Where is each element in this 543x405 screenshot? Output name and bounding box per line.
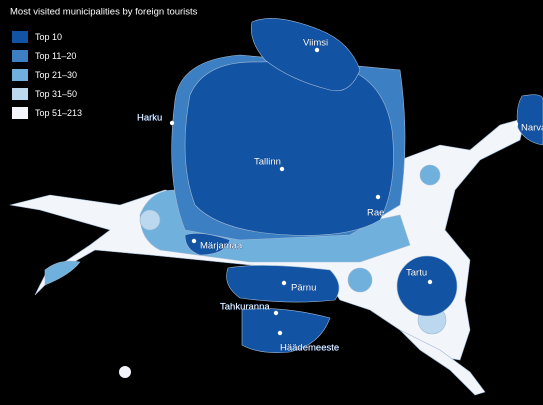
legend-label: Top 51–213 [35, 108, 82, 118]
place-dot [513, 121, 519, 127]
place-dot [191, 238, 197, 244]
place-dot [279, 166, 285, 172]
region [139, 209, 161, 231]
place-label: Tallinn [254, 157, 281, 168]
cartogram [9, 18, 543, 396]
legend-label: Top 11–20 [35, 51, 76, 61]
region [44, 260, 81, 286]
legend: Top 10 Top 11–20 Top 21–30 Top 31–50 Top 51–… [12, 31, 82, 119]
place-dot [273, 310, 279, 316]
place-dot [277, 330, 283, 336]
region-island [119, 366, 131, 378]
place-dot [427, 279, 433, 285]
legend-swatch [12, 69, 28, 81]
place-label: Tahkuranna [220, 302, 270, 313]
place-dot [314, 47, 320, 53]
place-label: Tartu [406, 268, 427, 279]
place-label: Pärnu [291, 283, 316, 294]
legend-swatch [12, 31, 28, 43]
legend-swatch [12, 88, 28, 100]
place-dot [169, 120, 175, 126]
place-label: Häädemeeste [280, 343, 339, 354]
region-tallinn [184, 61, 394, 236]
legend-label: Top 10 [35, 32, 62, 42]
place-labels: Viimsi Harku Tallinn Rae Märjamaa Tartu Pärnu T… [137, 37, 543, 354]
place-label: Harku [137, 113, 162, 124]
map-title: Most visited municipalities by foreign t… [10, 7, 198, 18]
region-network [399, 329, 486, 396]
place-label: Narva [521, 123, 543, 134]
region-narva [516, 94, 543, 146]
legend-label: Top 21–30 [35, 70, 77, 80]
region-viimsi [251, 18, 361, 92]
region [419, 164, 441, 186]
place-label: Rae [367, 208, 384, 219]
region-haademeeste [241, 308, 331, 353]
place-label: Viimsi [303, 38, 328, 49]
region-tartu [396, 255, 458, 317]
place-dot [375, 194, 381, 200]
legend-swatch [12, 107, 28, 119]
region-marjamaa [184, 233, 231, 256]
place-label: Märjamaa [200, 241, 243, 252]
legend-label: Top 31–50 [35, 89, 77, 99]
legend-swatch [12, 50, 28, 62]
place-dot [281, 280, 287, 286]
region [347, 267, 373, 293]
